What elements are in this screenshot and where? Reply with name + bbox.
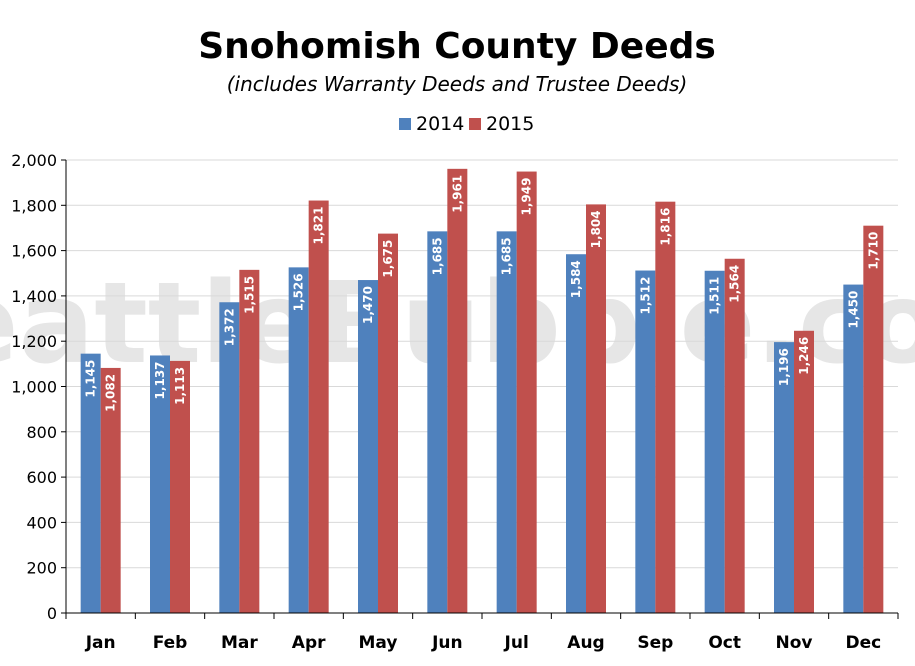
bar-2015-sep [655,201,676,613]
y-tick-label: 1,600 [11,242,57,261]
data-label-2014-jun: 1,685 [430,237,444,275]
bar-2014-aug [566,254,586,613]
bar-2015-aug [586,204,606,614]
gridlines [66,159,898,614]
data-label-2014-jul: 1,685 [500,237,514,275]
x-tick-label-nov: Nov [776,633,813,653]
data-label-2015-sep: 1,816 [658,208,672,246]
x-tick-label-jul: Jul [504,633,529,653]
data-label-2015-may: 1,675 [381,240,395,278]
data-label-2015-feb: 1,113 [173,367,187,405]
y-tick-label: 1,200 [11,332,57,351]
data-label-2015-dec: 1,710 [866,232,880,270]
bar-2015-jun [447,168,468,613]
data-label-2015-jul: 1,949 [520,178,534,216]
data-label-2015-oct: 1,564 [728,265,742,303]
y-tick-label: 1,400 [11,287,57,306]
y-tick-label: 200 [26,559,57,578]
bar-2015-dec [863,225,884,613]
data-label-2014-sep: 1,512 [638,277,652,315]
x-tick-label-jan: Jan [85,633,116,653]
y-tick-label: 600 [26,468,57,487]
data-labels: 1,145 1,082 1,137 1,113 1,372 1,515 1,526 1,821… [84,175,881,412]
x-tick-label-jun: Jun [431,633,463,653]
chart-title: Snohomish County Deeds [198,26,716,67]
x-tick-label-apr: Apr [292,633,326,653]
chart-subtitle: (includes Warranty Deeds and Trustee Dee… [227,72,688,96]
bar-2015-jul [516,171,537,613]
y-axis-ticks: 0 200 400 600 800 1,000 1,200 1,400 1,600 1,800 2,… [11,151,66,623]
legend-swatch-2014 [399,118,411,130]
data-label-2015-nov: 1,246 [797,337,811,375]
bar-2015-may [378,233,398,614]
y-tick-label: 1,000 [11,378,57,397]
x-tick-label-may: May [359,633,398,653]
data-label-2014-feb: 1,137 [153,361,167,399]
data-label-2014-oct: 1,511 [708,277,722,315]
data-label-2014-jan: 1,145 [84,360,98,398]
bar-2015-nov [794,330,814,613]
bar-2014-jul [496,231,517,613]
bar-2014-feb [150,355,170,613]
legend-label-2015: 2015 [486,113,534,135]
data-label-2014-dec: 1,450 [846,291,860,329]
bar-2014-oct [704,270,725,613]
bar-2015-feb [170,360,190,613]
data-label-2014-aug: 1,584 [569,260,583,298]
bar-2015-apr [308,200,329,613]
y-tick-label: 1,800 [11,196,57,215]
x-tick-label-oct: Oct [708,633,741,653]
bar-2014-may [358,280,378,613]
x-tick-label-feb: Feb [153,633,188,653]
data-label-2015-mar: 1,515 [242,276,256,314]
bar-2014-sep [635,270,656,613]
x-tick-label-sep: Sep [637,633,673,653]
bar-2015-mar [239,269,260,613]
data-label-2015-apr: 1,821 [312,207,326,245]
bar-2015-oct [724,258,745,613]
data-label-2014-mar: 1,372 [222,308,236,346]
y-tick-label: 400 [26,513,57,532]
data-label-2015-jan: 1,082 [104,374,118,412]
bar-2015-jan [100,367,121,613]
legend-swatch-2015 [469,118,481,130]
bar-2014-apr [288,267,309,613]
bar-2014-jan [80,353,101,613]
bars [80,168,884,614]
data-label-2014-may: 1,470 [361,286,375,324]
bar-2014-jun [427,231,448,613]
x-tick-label-aug: Aug [567,633,604,653]
bar-2014-mar [219,302,240,613]
y-tick-label: 0 [47,604,57,623]
y-tick-label: 800 [26,423,57,442]
data-label-2015-jun: 1,961 [450,175,464,213]
data-label-2015-aug: 1,804 [589,210,603,248]
x-axis-ticks: Jan Feb Mar Apr May Jun Jul Aug Sep Oct Nov Dec [65,613,899,653]
legend: 2014 2015 [399,113,534,135]
legend-label-2014: 2014 [416,113,464,135]
bar-2014-dec [843,284,864,613]
x-tick-label-mar: Mar [221,633,258,653]
data-label-2014-nov: 1,196 [777,348,791,386]
bar-2014-nov [774,342,794,613]
data-label-2014-apr: 1,526 [292,273,306,311]
x-tick-label-dec: Dec [845,633,881,653]
y-tick-label: 2,000 [11,151,57,170]
